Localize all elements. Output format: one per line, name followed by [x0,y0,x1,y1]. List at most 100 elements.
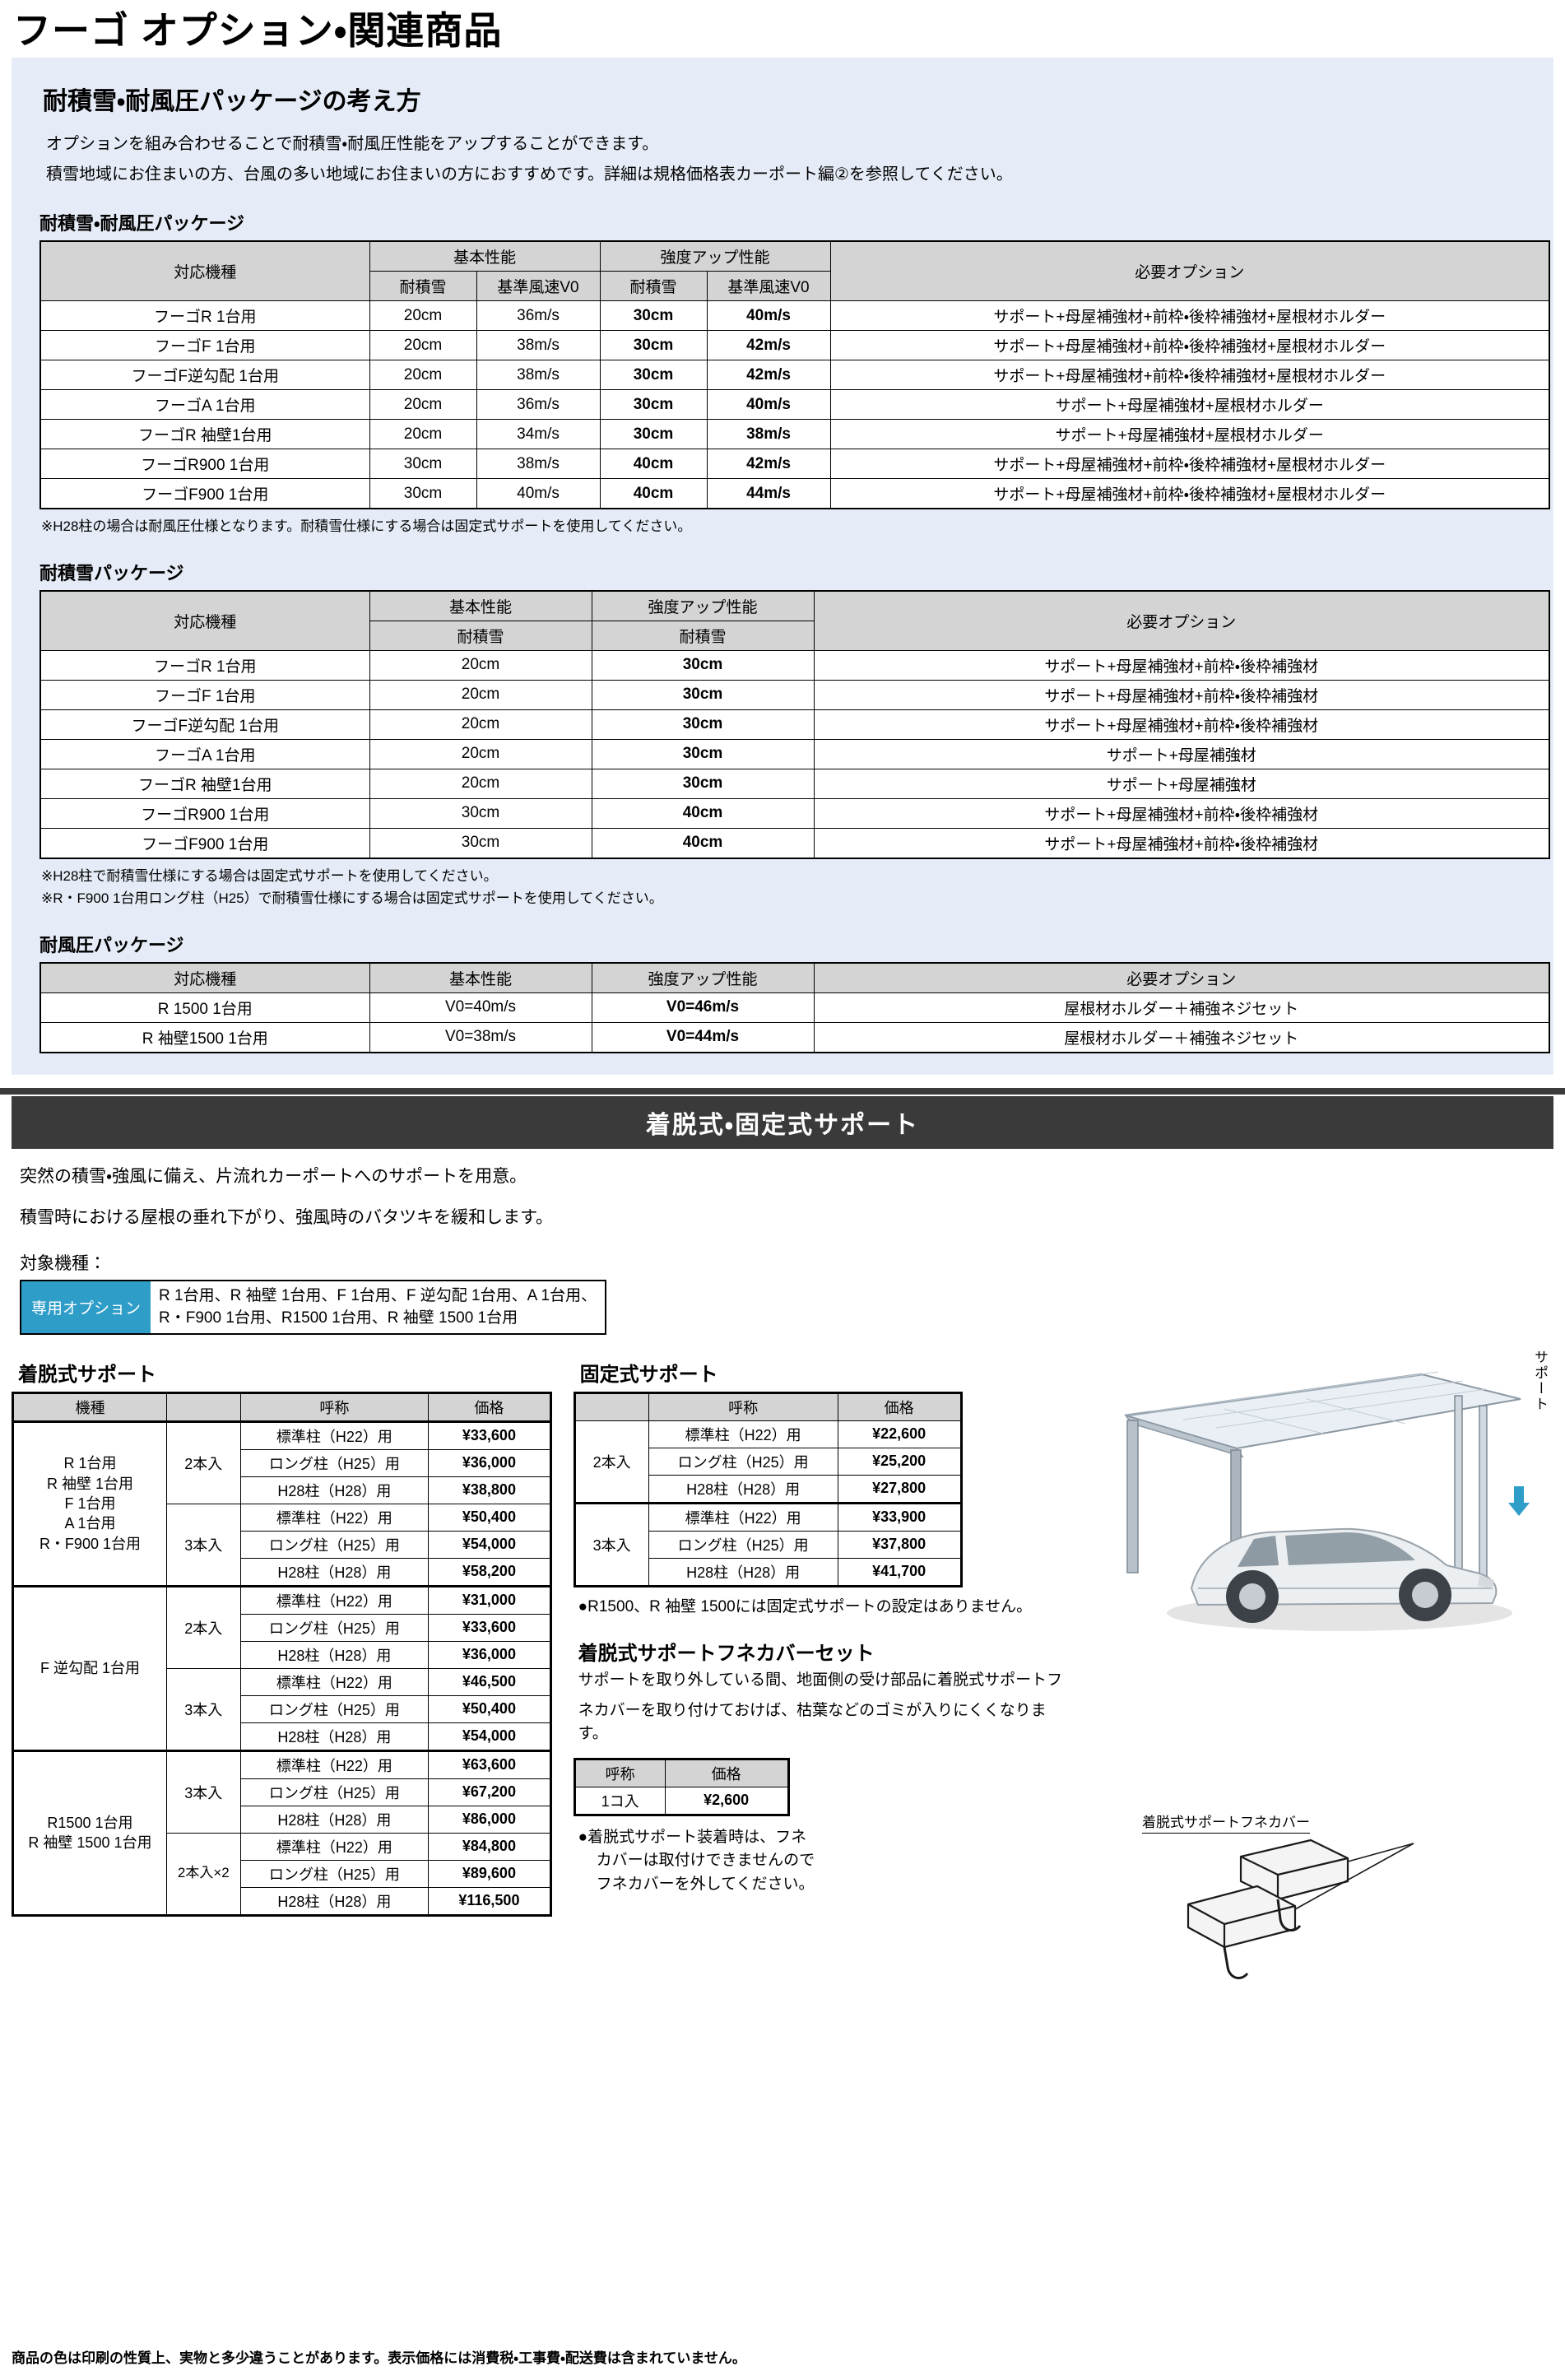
th-model: 対応機種 [39,590,370,651]
cell-price: ¥46,500 [428,1667,551,1696]
th-model: 対応機種 [39,240,370,301]
table-row: 3本入 標準柱（H22）用 ¥33,900 [574,1501,962,1587]
table-row: フーゴF逆勾配 1台用 20cm 30cm サポート+母屋補強材+前枠・後枠補強材 [39,709,1550,740]
th-up-wind: 基準風速V0 [706,271,831,301]
target-models-line-1: R 1台用、R 袖壁 1台用、F 1台用、F 逆勾配 1台用、A 1台用、 [159,1286,597,1304]
th-name: 呼称 [648,1392,838,1421]
cell-basic-snow: 20cm [369,330,477,360]
table2-note-1: ※H28柱で耐積雪仕様にする場合は固定式サポートを使用してください。 [41,867,498,884]
th-upgraded: 強度アップ性能 [599,240,831,272]
cell-name: H28柱（H28）用 [239,1640,430,1669]
table-row: フーゴF 1台用 20cm 30cm サポート+母屋補強材+前枠・後枠補強材 [39,679,1550,710]
cell-up-wind: 42m/s [706,360,831,390]
cell-price: ¥33,600 [428,1420,551,1450]
cell-options: サポート+母屋補強材 [813,768,1550,799]
snow-wind-package-table: 対応機種 基本性能 強度アップ性能 必要オプション 耐積雪 基準風速V0 耐積雪… [39,240,1550,509]
cell-name: 標準柱（H22）用 [239,1420,430,1450]
cell-up-wind: 40m/s [706,300,831,331]
cover-note-3: フネカバーを外してください。 [596,1875,815,1893]
cell-basic: 20cm [369,709,592,740]
table-row: フーゴF900 1台用 30cm 40m/s 40cm 44m/s サポート+母屋補強材+… [39,478,1550,509]
cell-up-wind: 38m/s [706,419,831,449]
cell-name: ロング柱（H25）用 [648,1530,838,1559]
cell-price: ¥63,600 [428,1749,551,1779]
fixed-support-title: 固定式サポート [579,1363,718,1386]
support-arrow-icon [1508,1485,1530,1516]
cell-name: H28柱（H28）用 [239,1722,430,1751]
th-price: 価格 [837,1392,962,1421]
cell-name: ロング柱（H25）用 [239,1859,430,1888]
cell-price: ¥41,700 [837,1557,962,1587]
cell-name: 標準柱（H22）用 [239,1584,430,1615]
funecover-illustration [1187,1838,1414,1979]
cell-count: 3本入 [165,1503,241,1587]
table3-body: R 1500 1台用 V0=40m/s V0=46m/s 屋根材ホルダー＋補強ネジセッ… [39,992,1550,1053]
spec-panel: 耐積雪・耐風圧パッケージの考え方 オプションを組み合わせることで耐積雪・耐風圧性… [12,58,1553,1075]
cell-basic: 20cm [369,768,592,799]
cell-basic: 30cm [369,797,592,829]
cell-upgraded: 30cm [591,679,815,710]
cell-model: R 袖壁1500 1台用 [39,1021,370,1053]
cell-up-snow: 40cm [599,449,708,479]
cell-basic-wind: 40m/s [476,478,601,509]
cell-count: 3本入 [574,1501,649,1587]
cell-up-wind: 40m/s [706,389,831,420]
cell-up-snow: 30cm [599,389,708,420]
table-row: H28柱（H28）用 ¥38,800 [13,1476,551,1504]
target-models-list: R 1台用、R 袖壁 1台用、F 1台用、F 逆勾配 1台用、A 1台用、 R・… [151,1281,605,1333]
th-basic-wind: 基準風速V0 [476,271,601,301]
cell-model: R1500 1台用 R 袖壁 1500 1台用 [12,1749,167,1916]
th-name: 呼称 [574,1758,666,1787]
cell-name: 標準柱（H22）用 [648,1501,838,1532]
cell-options: 屋根材ホルダー＋補強ネジセット [813,1021,1550,1053]
cell-count: 3本入 [165,1667,241,1751]
cell-name: ロング柱（H25）用 [239,1613,430,1642]
cell-upgraded: 30cm [591,768,815,799]
cell-price: ¥38,800 [428,1476,551,1504]
table-row: 3本入 標準柱（H22）用 ¥46,500 [13,1667,551,1751]
carport-illustration [1123,1371,1530,1631]
cell-price: ¥54,000 [428,1722,551,1751]
table-row: フーゴA 1台用 20cm 36m/s 30cm 40m/s サポート+母屋補強材+屋根材… [39,389,1550,420]
cell-name: 標準柱（H22）用 [239,1749,430,1779]
cell-options: 屋根材ホルダー＋補強ネジセット [813,992,1550,1023]
th-up-snow: 耐積雪 [591,620,815,651]
cell-name: H28柱（H28）用 [239,1886,430,1916]
cover-note-1: ●着脱式サポート装着時は、フネ [578,1828,807,1846]
cell-up-snow: 40cm [599,478,708,509]
cover-illustration-label: 着脱式サポートフネカバー [1142,1811,1310,1834]
cell-basic-snow: 30cm [369,478,477,509]
cell-upgraded: 30cm [591,738,815,769]
cell-upgraded: V0=44m/s [591,1021,815,1053]
removable-support-title: 着脱式サポート [18,1363,156,1386]
table-row: フーゴR 1台用 20cm 36m/s 30cm 40m/s サポート+母屋補強材+前枠・… [39,300,1550,331]
cell-basic-wind: 36m/s [476,389,601,420]
cell-basic-snow: 20cm [369,419,477,449]
cell-basic-wind: 36m/s [476,300,601,331]
cell-model: R 1台用 R 袖壁 1台用 F 1台用 A 1台用 R・F900 1台用 [12,1420,167,1587]
cell-basic-wind: 38m/s [476,449,601,479]
cell-basic-snow: 30cm [369,449,477,479]
cell-model: フーゴR900 1台用 [39,797,370,829]
cell-upgraded: 30cm [591,709,815,740]
th-options: 必要オプション [813,590,1550,651]
cell-name: ロング柱（H25）用 [239,1448,430,1477]
cell-upgraded: 40cm [591,827,815,858]
table-row: ロング柱（H25）用 ¥54,000 [13,1530,551,1559]
table-row: フーゴF900 1台用 30cm 40cm サポート+母屋補強材+前枠・後枠補強材 [39,827,1550,858]
th-name: 呼称 [239,1392,430,1422]
table-row: R 1500 1台用 V0=40m/s V0=46m/s 屋根材ホルダー＋補強ネジセッ… [39,992,1550,1023]
cell-model: フーゴR 袖壁1台用 [39,768,370,799]
removable-support-price-table: 機種 呼称 価格 R 1台用 R 袖壁 1台用 F 1台用 A 1台用 R・F9… [12,1391,552,1917]
cell-price: ¥25,200 [837,1447,962,1476]
cell-price: ¥33,600 [428,1613,551,1642]
cell-model: フーゴA 1台用 [39,389,370,420]
cell-basic: 30cm [369,827,592,858]
cell-basic: 20cm [369,649,592,681]
cell-count: 2本入×2 [165,1832,241,1916]
cell-basic-snow: 20cm [369,360,477,390]
th-basic: 基本性能 [369,240,601,272]
table-row: フーゴF逆勾配 1台用 20cm 38m/s 30cm 42m/s サポート+母屋補強材+… [39,360,1550,390]
cell-name: H28柱（H28）用 [239,1557,430,1587]
cell-options: サポート+母屋補強材 [813,738,1550,769]
